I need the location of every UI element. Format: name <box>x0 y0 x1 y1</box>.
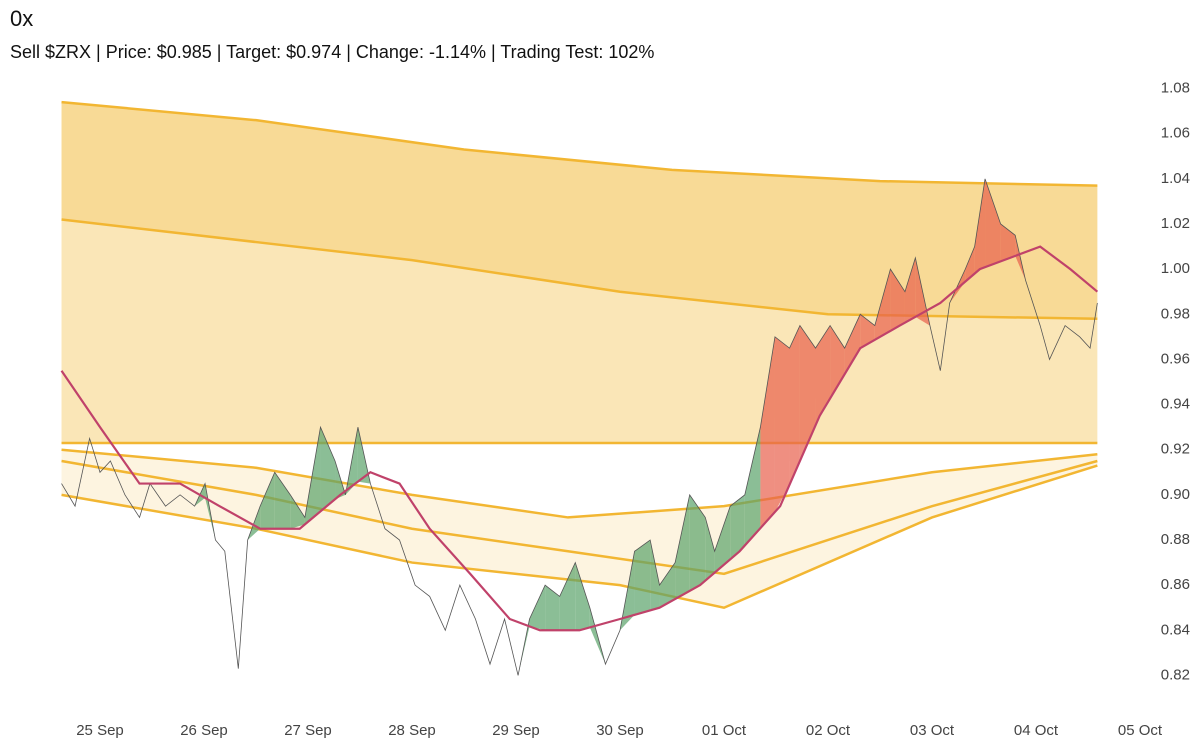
price-fill <box>844 314 861 375</box>
moving-average-line <box>60 245 1099 632</box>
price-fill <box>714 506 731 573</box>
price-fill <box>890 269 905 331</box>
y-tick-label: 1.06 <box>1161 125 1190 142</box>
price-fill <box>705 517 715 581</box>
y-tick-label: 0.82 <box>1161 666 1190 683</box>
y-tick-label: 0.86 <box>1161 576 1190 593</box>
price-fill <box>974 178 986 274</box>
x-tick-label: 29 Sep <box>492 722 540 739</box>
price-fill <box>965 246 975 282</box>
price-fill <box>799 325 816 461</box>
price-fill <box>559 562 576 631</box>
y-tick-label: 1.00 <box>1161 260 1190 277</box>
price-fill <box>545 585 560 631</box>
band-line <box>61 448 1098 519</box>
price-fill <box>634 540 651 615</box>
price-line <box>61 178 1098 676</box>
y-tick-label: 1.08 <box>1161 80 1190 97</box>
x-tick-label: 01 Oct <box>702 722 747 739</box>
price-fill <box>320 427 336 512</box>
band-line <box>61 100 1098 187</box>
price-fill <box>815 325 831 426</box>
y-tick-label: 1.02 <box>1161 215 1190 232</box>
price-fill <box>874 269 891 340</box>
x-tick-label: 25 Sep <box>76 722 124 739</box>
price-fill <box>744 427 761 546</box>
price-fill <box>730 494 745 560</box>
price-fill <box>675 494 690 600</box>
price-fill <box>760 336 775 529</box>
y-tick-label: 0.90 <box>1161 486 1190 503</box>
price-fill <box>789 325 800 485</box>
chart-title: 0x <box>10 6 33 31</box>
price-fill <box>904 257 916 323</box>
price-fill <box>247 506 261 540</box>
y-tick-label: 0.88 <box>1161 531 1190 548</box>
x-tick-label: 02 Oct <box>806 722 851 739</box>
upper-band-core <box>61 102 1098 319</box>
y-tick-label: 0.98 <box>1161 305 1190 322</box>
x-tick-label: 28 Sep <box>388 722 436 739</box>
band-line <box>61 459 1098 576</box>
price-fill <box>575 562 590 631</box>
price-fill <box>274 472 291 529</box>
y-tick-label: 0.92 <box>1161 441 1190 458</box>
price-fill <box>290 494 305 529</box>
y-tick-label: 0.84 <box>1161 621 1190 638</box>
price-fill <box>650 540 660 611</box>
x-tick-label: 04 Oct <box>1014 722 1059 739</box>
x-tick-label: 03 Oct <box>910 722 955 739</box>
band-line <box>61 218 1098 321</box>
x-tick-label: 26 Sep <box>180 722 228 739</box>
x-tick-label: 27 Sep <box>284 722 332 739</box>
price-fill <box>1000 224 1016 262</box>
price-fill <box>260 472 275 529</box>
price-fill <box>529 585 546 631</box>
chart-subtitle: Sell $ZRX | Price: $0.985 | Target: $0.9… <box>10 42 654 62</box>
price-fill <box>774 336 790 512</box>
y-tick-label: 1.04 <box>1161 170 1190 187</box>
price-fill <box>985 178 1001 268</box>
x-tick-label: 05 Oct <box>1118 722 1163 739</box>
x-tick-label: 30 Sep <box>596 722 644 739</box>
price-fill <box>659 562 676 608</box>
y-tick-label: 0.94 <box>1161 396 1190 413</box>
y-tick-label: 0.96 <box>1161 350 1190 367</box>
price-fill <box>689 494 706 591</box>
